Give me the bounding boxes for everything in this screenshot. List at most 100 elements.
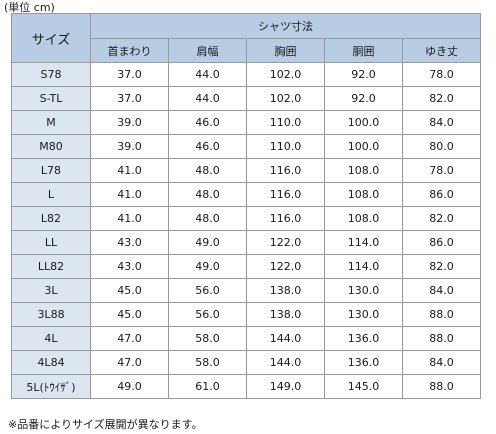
column-header: 胸囲 [246,38,325,63]
measurement-cell: 49.0 [168,230,247,255]
column-header: ゆき丈 [401,38,482,63]
column-header: 胴囲 [324,38,403,63]
measurement-cell: 122.0 [246,230,325,255]
size-cell: M80 [11,134,91,159]
measurement-cell: 82.0 [401,254,482,279]
measurement-cell: 58.0 [168,350,247,375]
measurement-cell: 102.0 [246,62,325,87]
size-cell: S78 [11,62,91,87]
measurement-cell: 37.0 [90,86,169,111]
measurement-cell: 84.0 [401,278,482,303]
measurement-cell: 45.0 [90,302,169,327]
measurement-cell: 82.0 [401,206,482,231]
measurement-cell: 108.0 [324,182,403,207]
measurement-cell: 56.0 [168,278,247,303]
measurement-cell: 48.0 [168,158,247,183]
measurement-cell: 56.0 [168,302,247,327]
measurement-cell: 122.0 [246,254,325,279]
measurement-cell: 61.0 [168,374,247,399]
measurement-cell: 41.0 [90,206,169,231]
footnote: ※品番によりサイズ展開が異なります。 [8,418,203,431]
measurement-cell: 44.0 [168,86,247,111]
table-row: S-TL 37.0 44.0 102.0 92.0 82.0 [11,86,482,111]
measurement-cell: 86.0 [401,182,482,207]
size-cell: LL [11,230,91,255]
measurement-cell: 49.0 [90,374,169,399]
size-header: サイズ [11,13,91,63]
measurement-cell: 138.0 [246,302,325,327]
table-row: 3L 45.0 56.0 138.0 130.0 84.0 [11,278,482,303]
measurement-cell: 78.0 [401,62,482,87]
size-cell: 3L88 [11,302,91,327]
measurement-cell: 108.0 [324,206,403,231]
size-cell: 3L [11,278,91,303]
size-cell: LL82 [11,254,91,279]
measurement-cell: 49.0 [168,254,247,279]
measurement-cell: 46.0 [168,134,247,159]
measurement-cell: 37.0 [90,62,169,87]
measurement-cell: 114.0 [324,230,403,255]
table-row: LL82 43.0 49.0 122.0 114.0 82.0 [11,254,482,279]
measurement-cell: 116.0 [246,158,325,183]
measurement-cell: 92.0 [324,62,403,87]
measurement-cell: 145.0 [324,374,403,399]
measurement-cell: 84.0 [401,110,482,135]
column-header: 肩幅 [168,38,247,63]
table-row: L 41.0 48.0 116.0 108.0 86.0 [11,182,482,207]
measurement-cell: 43.0 [90,254,169,279]
measurement-cell: 136.0 [324,350,403,375]
measurement-cell: 86.0 [401,230,482,255]
measurement-cell: 110.0 [246,110,325,135]
measurement-cell: 78.0 [401,158,482,183]
measurement-cell: 84.0 [401,350,482,375]
measurement-cell: 47.0 [90,350,169,375]
measurement-cell: 102.0 [246,86,325,111]
size-cell: L [11,182,91,207]
measurement-cell: 108.0 [324,158,403,183]
table-row: L82 41.0 48.0 116.0 108.0 82.0 [11,206,482,231]
measurement-cell: 48.0 [168,182,247,207]
measurement-cell: 41.0 [90,158,169,183]
measurement-cell: 44.0 [168,62,247,87]
measurement-cell: 100.0 [324,110,403,135]
measurement-cell: 41.0 [90,182,169,207]
table-row: 4L84 47.0 58.0 144.0 136.0 84.0 [11,350,482,375]
measurement-cell: 149.0 [246,374,325,399]
measurement-cell: 39.0 [90,134,169,159]
measurement-cell: 116.0 [246,206,325,231]
unit-label: (単位 cm) [4,1,55,14]
measurement-cell: 88.0 [401,374,482,399]
measurement-cell: 130.0 [324,278,403,303]
measurement-cell: 80.0 [401,134,482,159]
measurement-cell: 130.0 [324,302,403,327]
measurement-cell: 116.0 [246,182,325,207]
table-row: 4L 47.0 58.0 144.0 136.0 88.0 [11,326,482,351]
size-cell: 4L [11,326,91,351]
size-cell: 4L84 [11,350,91,375]
size-cell: L82 [11,206,91,231]
size-cell: L78 [11,158,91,183]
measurement-cell: 110.0 [246,134,325,159]
measurement-cell: 43.0 [90,230,169,255]
measurement-cell: 144.0 [246,350,325,375]
measurement-cell: 45.0 [90,278,169,303]
measurement-cell: 88.0 [401,302,482,327]
table-row: M80 39.0 46.0 110.0 100.0 80.0 [11,134,482,159]
measurement-cell: 100.0 [324,134,403,159]
measurement-cell: 144.0 [246,326,325,351]
measurement-cell: 48.0 [168,206,247,231]
size-chart-table: サイズ シャツ寸法 首まわり 肩幅 胸囲 胴囲 ゆき丈 S78 37.0 44.0 102.0… [11,13,482,399]
measurement-cell: 39.0 [90,110,169,135]
table-row: S78 37.0 44.0 102.0 92.0 78.0 [11,62,482,87]
measurement-cell: 46.0 [168,110,247,135]
measurement-cell: 138.0 [246,278,325,303]
table-row: LL 43.0 49.0 122.0 114.0 86.0 [11,230,482,255]
table-row: 3L88 45.0 56.0 138.0 130.0 88.0 [11,302,482,327]
measurement-cell: 88.0 [401,326,482,351]
table-row: M 39.0 46.0 110.0 100.0 84.0 [11,110,482,135]
size-cell: M [11,110,91,135]
measurement-cell: 92.0 [324,86,403,111]
measurement-cell: 82.0 [401,86,482,111]
measurement-cell: 114.0 [324,254,403,279]
size-cell: 5L(ﾄｳｲｻﾞ) [11,374,91,399]
